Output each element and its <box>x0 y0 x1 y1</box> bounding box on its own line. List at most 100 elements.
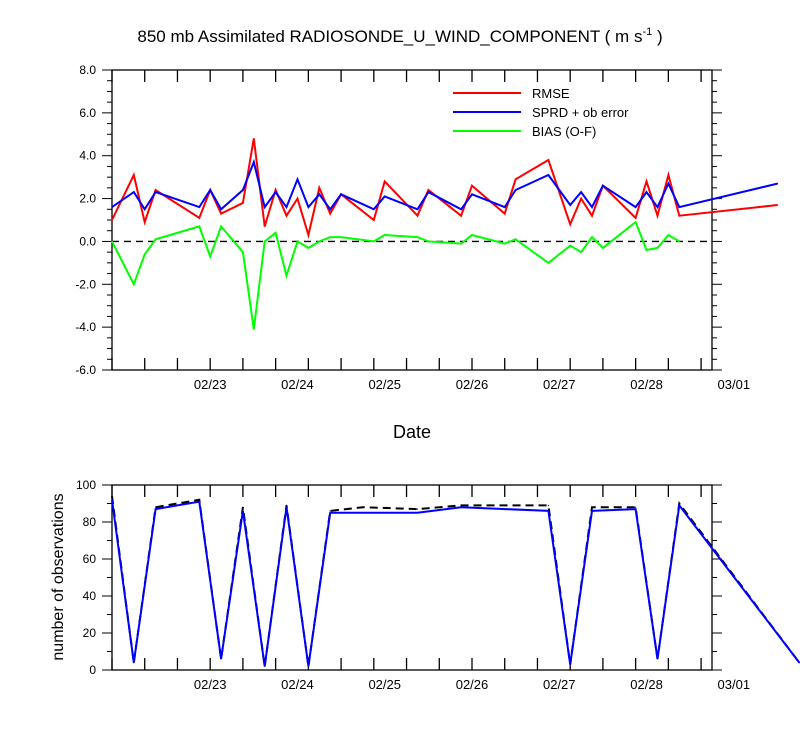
series-line-sprd-point <box>373 208 375 210</box>
obs-assimilated-line-point <box>656 658 659 660</box>
y-tick-label: 0 <box>89 663 96 677</box>
legend-label: BIAS (O-F) <box>532 124 596 139</box>
chart-legend: RMSE SPRD + ob error BIAS (O-F) <box>453 86 629 139</box>
y-tick-label: 60 <box>83 552 97 566</box>
series-line-sprd-point <box>776 182 779 185</box>
obs-total-line-point <box>111 495 113 497</box>
series-line-rmse-point <box>253 137 255 140</box>
series-line-sprd-point <box>144 208 146 210</box>
series-line-sprd-point <box>656 206 659 208</box>
series-line-bias-point <box>253 328 255 330</box>
obs-assimilated-line-point <box>285 506 288 508</box>
series-line-rmse-point <box>471 185 473 187</box>
series-line-rmse-point <box>776 204 779 206</box>
series-line-sprd-point <box>133 191 135 193</box>
series-line-bias-point <box>155 238 157 240</box>
obs-assimilated-line-point <box>155 508 157 510</box>
y-tick-label: -6.0 <box>75 363 96 377</box>
series-line-bias-point <box>275 232 277 234</box>
x-tick-label: 02/23 <box>194 377 227 392</box>
x-tick-label: 02/28 <box>630 377 663 392</box>
y-tick-label: 4.0 <box>79 149 96 163</box>
legend-label: RMSE <box>532 86 570 101</box>
series-line-rmse <box>111 138 778 239</box>
series-line-bias-point <box>296 240 299 243</box>
series-line-sprd-point <box>253 161 255 163</box>
series-line-sprd-point <box>678 206 680 208</box>
series-line-bias-point <box>667 234 669 236</box>
series-line-rmse-point <box>242 202 244 204</box>
x-tick-label: 02/23 <box>194 677 227 692</box>
series-line-rmse-point <box>678 215 680 217</box>
series-line-bias-point <box>264 240 266 243</box>
series-line-sprd-point <box>569 204 571 206</box>
obs-assimilated-line-point <box>329 512 331 514</box>
series-line-rmse-point <box>591 215 593 217</box>
obs-assimilated-line-point <box>416 512 419 514</box>
obs-assimilated-line-point <box>307 665 309 667</box>
series-line-bias-point <box>209 255 211 258</box>
series-line-rmse-point <box>111 219 113 221</box>
obs-assimilated-line-point <box>264 665 266 667</box>
y-tick-label: 6.0 <box>79 106 96 120</box>
series-line-sprd-point <box>340 193 342 195</box>
series-line-sprd-point <box>220 208 222 210</box>
series-line-bias-point <box>133 283 135 285</box>
x-tick-label: 02/26 <box>456 377 489 392</box>
series-line-sprd-point <box>198 206 200 208</box>
obs-total-line-point <box>362 506 364 508</box>
series-line-bias-point <box>656 247 659 249</box>
obs-assimilated-line-point <box>569 663 571 666</box>
series-line-bias-point <box>340 236 342 238</box>
series-line-bias-point <box>373 240 375 243</box>
series-line-rmse-point <box>384 180 386 183</box>
series-line-sprd-point <box>547 174 549 176</box>
series-line-sprd-point <box>471 193 473 195</box>
obs-assimilated-line-point <box>547 510 549 512</box>
series-line-rmse-point <box>645 180 648 183</box>
chart-title: 850 mb Assimilated RADIOSONDE_U_WIND_COM… <box>137 26 662 46</box>
series-line-sprd-point <box>264 206 266 208</box>
series-line-bias-point <box>416 236 419 238</box>
y-tick-label: 20 <box>83 626 97 640</box>
series-line-bias-point <box>602 247 604 249</box>
obs-total-line <box>111 495 800 667</box>
y-tick-label: 8.0 <box>79 63 96 77</box>
x-axis-label: Date <box>393 422 431 442</box>
series-line-sprd-point <box>318 193 320 195</box>
series-line-rmse-point <box>667 174 669 176</box>
series-line-bias-point <box>547 262 549 264</box>
x-tick-label: 03/01 <box>718 677 751 692</box>
y-tick-label: 0.0 <box>79 234 96 248</box>
series-line-rmse-point <box>515 178 517 180</box>
obs-total-line-point <box>547 504 549 506</box>
series-line-sprd-point <box>155 191 157 193</box>
series-line-bias <box>111 220 680 330</box>
obs-assimilated-line-point <box>198 501 200 503</box>
series-line-rmse-point <box>580 197 582 200</box>
series-line-bias-point <box>678 240 680 243</box>
series-line-rmse-point <box>285 215 288 217</box>
series-line-bias-point <box>580 251 582 253</box>
series-line-sprd-point <box>645 191 648 193</box>
series-line-rmse-point <box>416 215 419 217</box>
y-tick-label: 40 <box>83 589 97 603</box>
series-line-bias-point <box>504 242 506 245</box>
series-line-sprd-point <box>416 208 419 210</box>
series-line-sprd-point <box>285 206 288 208</box>
series-line-bias-point <box>307 247 309 249</box>
series-line-sprd-point <box>111 206 113 208</box>
series-line-rmse-point <box>133 174 135 176</box>
x-tick-label: 02/28 <box>630 677 663 692</box>
series-line-rmse-point <box>427 189 429 191</box>
series-line-sprd-point <box>580 191 582 193</box>
series-line-bias-point <box>460 242 462 245</box>
x-tick-label: 02/27 <box>543 677 576 692</box>
series-line-sprd-point <box>242 189 244 191</box>
series-line-bias-point <box>645 249 648 251</box>
series-line-sprd-point <box>384 195 386 198</box>
series-line-sprd-point <box>504 206 506 208</box>
panel-bottom: 02/23 02/24 02/25 02/26 02/27 02/28 03/01 100 80… <box>76 478 800 692</box>
series-line-sprd-point <box>515 189 517 191</box>
